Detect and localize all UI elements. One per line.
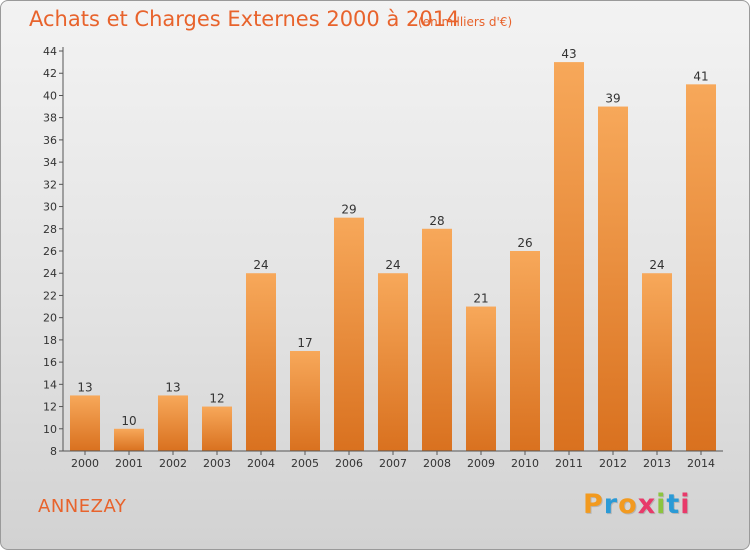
x-tick-label-2011: 2011 <box>555 457 583 470</box>
y-tick-label-10: 10 <box>43 423 57 436</box>
x-tick-label-2004: 2004 <box>247 457 275 470</box>
bar-2013 <box>642 273 672 451</box>
bar-2008 <box>422 228 452 451</box>
y-tick-label-34: 34 <box>43 156 57 169</box>
x-tick-label-2014: 2014 <box>687 457 715 470</box>
bar-2011 <box>554 62 584 451</box>
y-tick-label-40: 40 <box>43 89 57 102</box>
value-label-2009: 21 <box>473 292 488 306</box>
x-tick-label-2000: 2000 <box>71 457 99 470</box>
value-label-2005: 17 <box>297 336 312 350</box>
bar-2001 <box>114 428 144 451</box>
logo-letter: o <box>618 489 638 520</box>
bar-2014 <box>686 84 716 451</box>
y-tick-label-20: 20 <box>43 312 57 325</box>
y-tick-label-36: 36 <box>43 134 57 147</box>
logo-letter: r <box>603 489 619 520</box>
y-tick-label-22: 22 <box>43 289 57 302</box>
value-label-2012: 39 <box>605 92 620 106</box>
x-tick-label-2012: 2012 <box>599 457 627 470</box>
x-tick-label-2003: 2003 <box>203 457 231 470</box>
value-label-2013: 24 <box>649 258 664 272</box>
y-tick-label-18: 18 <box>43 334 57 347</box>
y-tick-label-30: 30 <box>43 201 57 214</box>
y-tick-label-12: 12 <box>43 401 57 414</box>
x-tick-label-2006: 2006 <box>335 457 363 470</box>
value-label-2008: 28 <box>429 214 444 228</box>
commune-name: ANNEZAY <box>38 496 127 517</box>
x-tick-label-2009: 2009 <box>467 457 495 470</box>
x-tick-label-2008: 2008 <box>423 457 451 470</box>
bar-2000 <box>70 395 100 451</box>
value-label-2004: 24 <box>253 258 268 272</box>
logo-letter: i <box>656 489 667 520</box>
x-tick-label-2013: 2013 <box>643 457 671 470</box>
bar-2010 <box>510 251 540 451</box>
value-label-2011: 43 <box>561 47 576 61</box>
chart-title: Achats et Charges Externes 2000 à 2014 <box>29 7 460 31</box>
logo-letter: i <box>680 489 691 520</box>
x-tick-label-2007: 2007 <box>379 457 407 470</box>
y-tick-label-32: 32 <box>43 178 57 191</box>
value-label-2007: 24 <box>385 258 400 272</box>
y-tick-label-44: 44 <box>43 45 57 58</box>
x-tick-label-2005: 2005 <box>291 457 319 470</box>
x-tick-label-2001: 2001 <box>115 457 143 470</box>
y-tick-label-14: 14 <box>43 378 57 391</box>
logo-letter: P <box>583 489 604 520</box>
y-tick-label-24: 24 <box>43 267 57 280</box>
logo-letter: x <box>637 489 657 520</box>
value-label-2002: 13 <box>165 380 180 394</box>
bar-2002 <box>158 395 188 451</box>
y-tick-label-8: 8 <box>50 445 57 458</box>
y-tick-label-42: 42 <box>43 67 57 80</box>
bar-2003 <box>202 406 232 451</box>
bar-2007 <box>378 273 408 451</box>
y-tick-label-38: 38 <box>43 112 57 125</box>
chart-subtitle: (en milliers d'€) <box>418 15 513 29</box>
bar-2005 <box>290 351 320 451</box>
value-label-2001: 10 <box>121 414 136 428</box>
y-tick-label-26: 26 <box>43 245 57 258</box>
x-tick-label-2010: 2010 <box>511 457 539 470</box>
bar-2006 <box>334 217 364 451</box>
y-tick-label-16: 16 <box>43 356 57 369</box>
value-label-2000: 13 <box>77 380 92 394</box>
bar-2012 <box>598 106 628 452</box>
x-tick-label-2002: 2002 <box>159 457 187 470</box>
bar-2009 <box>466 306 496 451</box>
value-label-2003: 12 <box>209 392 224 406</box>
value-label-2006: 29 <box>341 203 356 217</box>
value-label-2010: 26 <box>517 236 532 250</box>
logo-letter: t <box>666 489 681 520</box>
proxiti-logo[interactable]: Proxiti <box>583 489 691 520</box>
bar-2004 <box>246 273 276 451</box>
y-tick-label-28: 28 <box>43 223 57 236</box>
value-label-2014: 41 <box>693 69 708 83</box>
